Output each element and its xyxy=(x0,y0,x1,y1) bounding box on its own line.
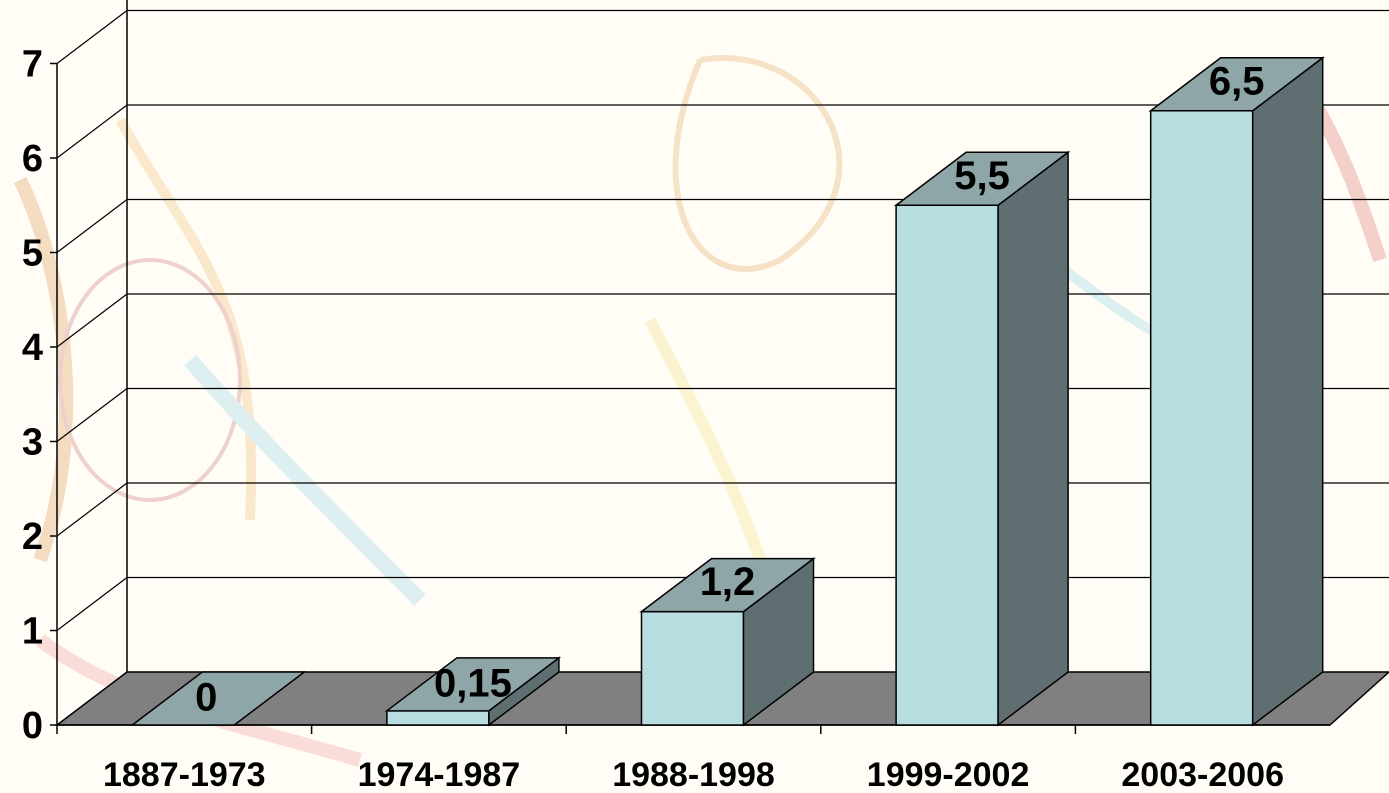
x-tick-label: 1887-1973 xyxy=(103,756,266,793)
bar-1999-2002 xyxy=(893,150,1071,727)
bar-top-face xyxy=(1148,57,1325,112)
gridline-diagonal xyxy=(56,199,128,253)
data-label: 1,2 xyxy=(700,560,756,604)
y-tick-label: 0 xyxy=(22,705,43,747)
gridline-diagonal xyxy=(56,482,128,537)
gridline-diagonal xyxy=(56,104,128,159)
bars xyxy=(130,56,1325,727)
data-label: 6,5 xyxy=(1209,59,1265,103)
bar-top-face xyxy=(893,151,1071,206)
bar-1974-1987 xyxy=(384,656,562,727)
y-tick-label: 7 xyxy=(22,44,43,86)
x-tick-label: 1988-1998 xyxy=(612,756,775,793)
data-label: 5,5 xyxy=(954,154,1010,198)
bar-2003-2006 xyxy=(1148,56,1325,727)
data-label: 0,15 xyxy=(434,661,512,705)
gridline-diagonal xyxy=(56,293,128,348)
bar-side-face xyxy=(997,150,1069,727)
gridline-diagonal xyxy=(56,577,128,631)
x-tick-label: 1999-2002 xyxy=(867,756,1030,793)
bar-front-face xyxy=(640,610,745,726)
gridline-diagonal xyxy=(56,388,128,442)
bar-side-face xyxy=(1251,56,1324,727)
bar-front-face xyxy=(895,204,999,726)
bar-top-face xyxy=(639,557,816,613)
bar-top-face xyxy=(130,671,307,726)
labels: 0 1 2 3 4 5 6 7 1887-1973 0 1974-1987 0,15 1988-1998… xyxy=(22,44,1284,793)
y-tick-label: 6 xyxy=(22,138,43,180)
y-tick-label: 2 xyxy=(22,516,43,558)
data-label: 0 xyxy=(195,676,217,720)
bar-1988-1998 xyxy=(639,557,816,727)
bar-1887-1973 xyxy=(130,671,307,726)
y-tick-label: 3 xyxy=(22,422,43,464)
bar-front-face xyxy=(1149,110,1254,726)
bar-front-face xyxy=(386,710,490,726)
y-tick-label: 5 xyxy=(22,233,43,275)
y-tick-label: 1 xyxy=(22,611,43,653)
x-tick-label: 1974-1987 xyxy=(358,756,521,793)
x-tick-label: 2003-2006 xyxy=(1121,756,1284,793)
y-tick-label: 4 xyxy=(22,327,43,369)
gridline-diagonal xyxy=(56,10,128,64)
bar-top-face xyxy=(384,657,562,712)
